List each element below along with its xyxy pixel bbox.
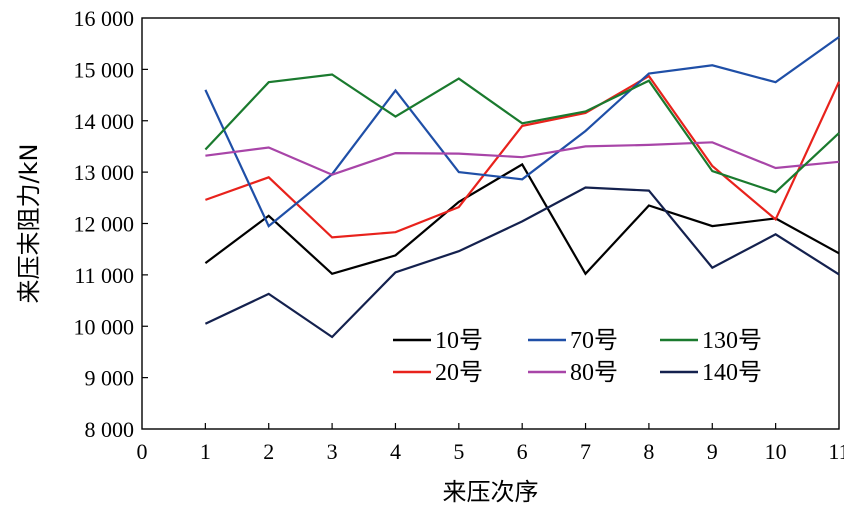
legend: 10号 20号 70号 80号 130号 140号 — [393, 328, 762, 386]
y-tick-label: 9 000 — [85, 366, 135, 391]
x-tick-label: 9 — [707, 439, 718, 464]
x-tick-label: 1 — [200, 439, 211, 464]
y-tick-label: 16 000 — [74, 6, 135, 31]
x-tick-label: 6 — [517, 439, 528, 464]
x-axis-title: 来压次序 — [443, 478, 539, 506]
y-axis-title: 来压末阻力/kN — [15, 144, 43, 304]
y-tick-label: 15 000 — [74, 57, 135, 82]
x-tick-label: 11 — [828, 439, 844, 464]
series-line-1 — [205, 74, 840, 239]
y-tick-label: 10 000 — [74, 314, 135, 339]
series-line-4 — [204, 73, 840, 194]
legend-label: 20号 — [435, 360, 483, 386]
legend-label: 130号 — [702, 328, 762, 354]
x-tick-label: 3 — [327, 439, 338, 464]
x-tick-label: 4 — [390, 439, 401, 464]
legend-label: 10号 — [435, 328, 483, 354]
axes: 0 1 2 3 4 5 6 7 8 9 10 11 8 000 9 000 10 000 11 000 12 0… — [74, 6, 844, 464]
y-tick-label: 14 000 — [74, 109, 135, 134]
x-tick-label: 2 — [263, 439, 274, 464]
x-tick-label: 8 — [643, 439, 654, 464]
y-tick-label: 12 000 — [74, 212, 135, 237]
x-tick-label: 0 — [137, 439, 148, 464]
y-tick-label: 11 000 — [74, 263, 134, 288]
x-tick-label: 5 — [453, 439, 464, 464]
legend-label: 80号 — [570, 360, 618, 386]
y-tick-label: 8 000 — [85, 417, 135, 442]
series-lines — [204, 36, 840, 339]
series-line-0 — [204, 162, 840, 276]
legend-label: 70号 — [570, 328, 618, 354]
series-line-2 — [204, 36, 840, 228]
series-line-5 — [204, 186, 840, 339]
series-line-3 — [205, 141, 840, 176]
x-tick-label: 10 — [765, 439, 787, 464]
legend-label: 140号 — [702, 360, 762, 386]
y-tick-label: 13 000 — [74, 160, 135, 185]
x-tick-label: 7 — [580, 439, 591, 464]
